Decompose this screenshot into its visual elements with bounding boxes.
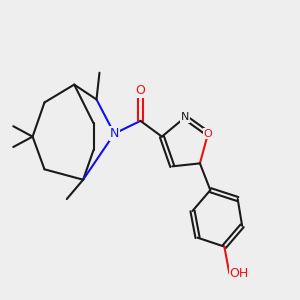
Text: O: O [204, 129, 212, 139]
Text: O: O [136, 84, 146, 97]
Text: N: N [181, 112, 189, 122]
Text: OH: OH [230, 267, 249, 280]
Text: N: N [110, 127, 119, 140]
